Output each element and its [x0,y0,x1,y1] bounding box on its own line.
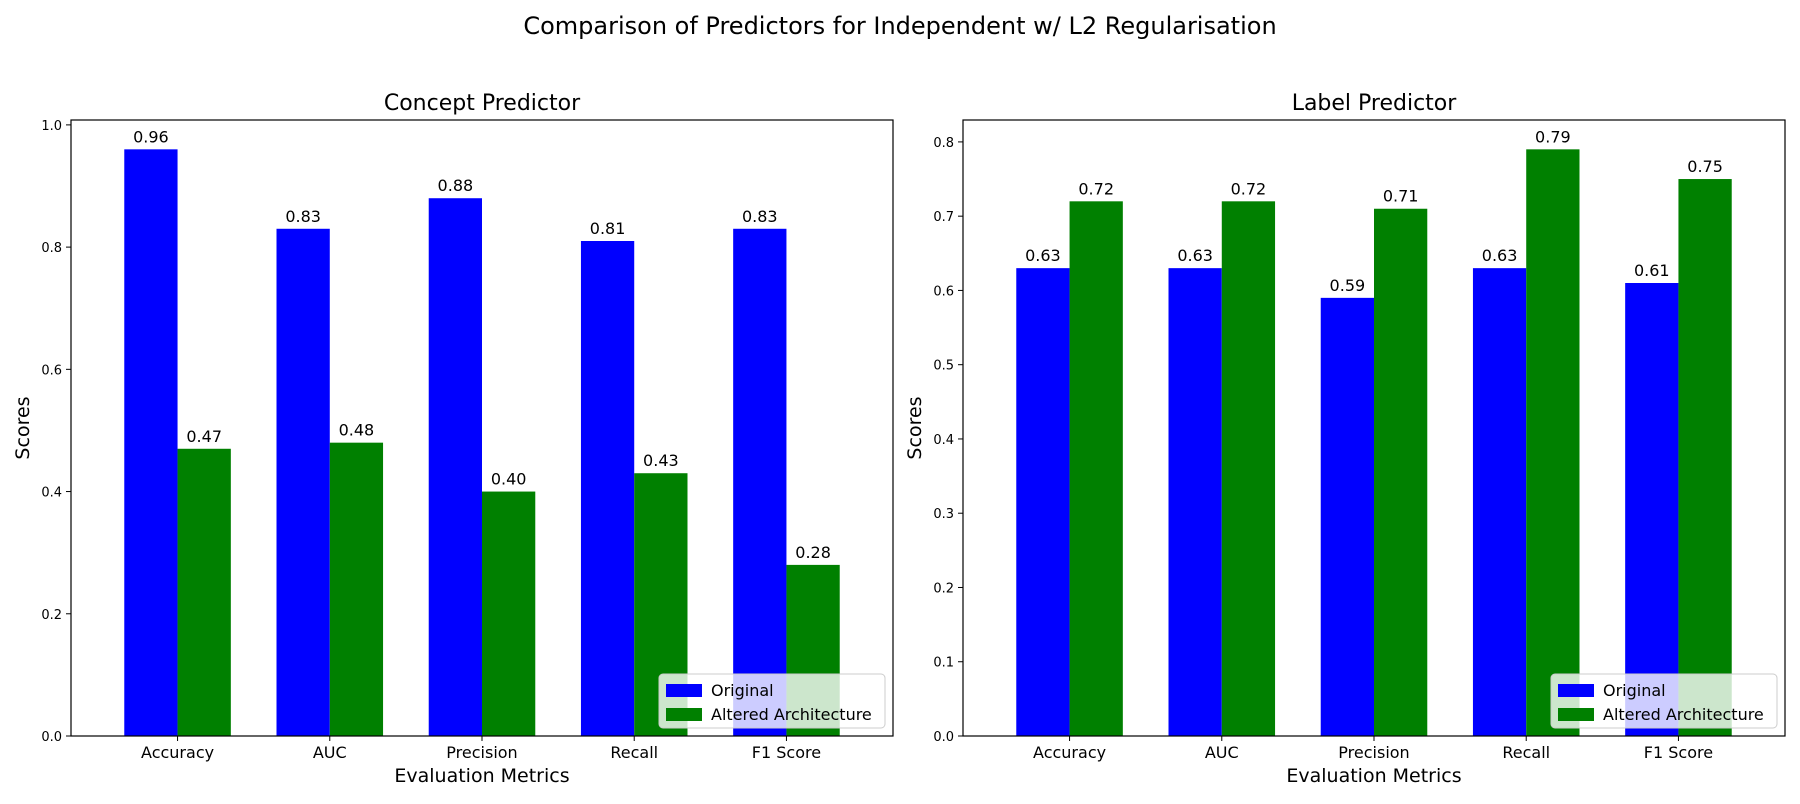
x-tick-label: F1 Score [1644,743,1713,762]
y-tick-label: 0.5 [933,359,954,374]
y-tick-label: 0.6 [41,363,62,378]
chart-panel-2: 0.63 0.63 0.59 0.63 0.61 0.72 0.72 0.71 0.79 0.75… [904,91,1786,787]
x-axis-label: Evaluation Metrics [394,765,569,787]
bar-original-1 [124,149,178,737]
y-tick-label: 0.1 [933,656,954,671]
bar-original-4 [580,241,635,736]
bar-altered-1 [1069,201,1123,736]
legend-swatch-original [1558,684,1594,697]
y-tick-label: 0.4 [933,433,954,448]
y-tick-label: 0.7 [933,210,954,225]
legend: Original Altered Architecture [658,673,886,729]
data-label: 0.47 [186,427,222,446]
legend: Original Altered Architecture [1550,673,1778,729]
y-tick-label: 0.0 [933,730,954,745]
data-label: 0.79 [1535,127,1571,146]
y-axis-label: Scores [904,396,926,459]
legend-label: Altered Architecture [1603,705,1764,724]
y-tick-label: 0.4 [41,486,62,501]
bar-original-1 [1016,268,1070,736]
chart-panel-1: 0.96 0.83 0.88 0.81 0.83 0.47 0.48 0.40 0.43 0.28… [12,91,894,787]
bar-altered-2 [1221,201,1276,736]
legend-label: Original [1603,681,1666,700]
legend-swatch-original [666,684,702,697]
data-label: 0.96 [133,127,169,146]
bar-original-4 [1472,268,1527,736]
legend-label: Altered Architecture [711,705,872,724]
bar-original-2 [1168,268,1222,736]
bar-altered-5 [1678,179,1732,737]
bar-original-3 [428,198,482,736]
y-tick-label: 0.0 [41,730,62,745]
bar-original-5 [733,228,787,736]
data-label: 0.63 [1482,246,1518,265]
y-tick-label: 1.0 [41,119,62,134]
x-axis-label: Evaluation Metrics [1286,765,1461,787]
x-tick-label: Accuracy [1033,743,1106,762]
x-tick-label: F1 Score [752,743,821,762]
data-label: 0.72 [1231,179,1267,198]
bar-altered-3 [482,491,536,736]
bar-original-3 [1320,297,1374,736]
y-tick-label: 0.2 [41,608,62,623]
bar-altered-3 [1374,208,1428,736]
y-axis-label: Scores [12,396,34,459]
data-label: 0.75 [1687,157,1723,176]
x-tick-label: AUC [1205,743,1239,762]
data-label: 0.59 [1330,276,1366,295]
legend-swatch-altered [1558,708,1594,721]
y-tick-label: 0.2 [933,581,954,596]
bar-altered-2 [329,442,384,736]
data-label: 0.83 [742,207,778,226]
x-tick-label: Accuracy [141,743,214,762]
x-tick-label: AUC [313,743,347,762]
data-label: 0.63 [1025,246,1061,265]
data-label: 0.48 [339,421,375,440]
data-label: 0.63 [1177,246,1213,265]
x-tick-label: Recall [610,743,658,762]
data-label: 0.43 [643,451,679,470]
y-tick-label: 0.8 [41,241,62,256]
data-label: 0.83 [285,207,321,226]
y-tick-label: 0.8 [933,136,954,151]
data-label: 0.61 [1634,261,1670,280]
data-label: 0.81 [590,219,626,238]
data-label: 0.72 [1078,179,1114,198]
legend-label: Original [711,681,774,700]
data-label: 0.28 [795,543,831,562]
data-label: 0.88 [438,176,474,195]
chart-title: Concept Predictor [384,91,581,116]
legend-box [1550,673,1778,729]
data-label: 0.40 [491,470,527,489]
y-tick-label: 0.6 [933,284,954,299]
bar-original-5 [1625,283,1679,736]
bar-original-2 [276,228,330,736]
chart-title: Label Predictor [1292,91,1458,116]
x-tick-label: Precision [446,743,517,762]
y-tick-label: 0.3 [933,507,954,522]
data-label: 0.71 [1383,187,1419,206]
x-tick-label: Recall [1502,743,1550,762]
figure-suptitle: Comparison of Predictors for Independent… [523,12,1276,40]
x-tick-label: Precision [1338,743,1409,762]
bar-altered-1 [177,448,231,736]
legend-swatch-altered [666,708,702,721]
legend-box [658,673,886,729]
bar-altered-4 [1526,149,1580,737]
